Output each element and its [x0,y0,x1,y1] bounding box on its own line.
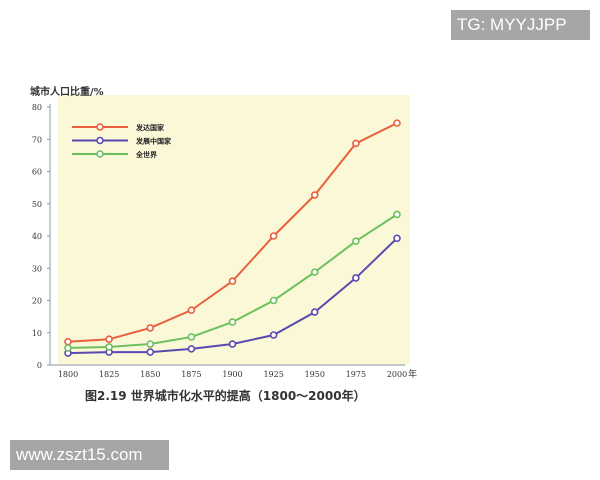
y-tick-label: 40 [32,232,42,241]
data-point [310,268,319,276]
data-point [393,119,401,127]
x-tick-label: 1825 [99,370,119,379]
data-point [146,340,155,348]
x-tick-label: 1900 [222,370,242,379]
data-point [269,232,278,240]
y-tick-label: 80 [32,103,42,112]
chart-caption: 图2.19 世界城市化水平的提高（1800～2000年） [85,388,366,403]
data-point [146,324,155,332]
data-point [187,345,196,353]
x-tick-label: 1800 [58,370,78,379]
data-point [393,234,401,243]
y-axis-label: 城市人口比重/% [30,85,104,98]
legend-label: 全世界 [135,150,158,159]
legend-marker [96,123,104,131]
data-point [64,344,72,352]
data-point [352,274,360,282]
data-point [310,191,319,199]
data-point [269,331,278,339]
legend-label: 发展中国家 [135,137,172,146]
x-tick-label: 1975 [346,370,366,379]
x-tick-label: 1850 [140,370,160,379]
y-tick-label: 10 [32,329,42,338]
y-tick-label: 0 [37,361,42,370]
y-tick-label: 70 [32,135,42,144]
watermark-bottom: www.zszt15.com [10,440,169,470]
data-point [352,237,360,245]
data-point [269,296,278,305]
x-tick-label: 1950 [305,370,325,379]
y-tick-label: 50 [32,200,42,209]
x-axis-unit: 年 [408,368,417,380]
x-tick-label: 2000 [387,370,407,379]
x-tick-label: 1875 [181,370,201,379]
data-point [105,343,113,351]
data-point [352,139,360,148]
data-point [187,333,196,341]
data-point [393,210,401,219]
legend-label: 发达国家 [135,123,165,132]
legend-marker [96,150,104,158]
data-point [64,337,72,346]
data-point [146,348,155,356]
watermark-top: TG: MYYJJPP [451,10,590,40]
y-tick-label: 60 [32,168,42,177]
data-point [310,308,319,316]
data-point [228,340,237,348]
data-point [228,277,237,285]
y-tick-label: 20 [32,297,42,306]
data-point [105,335,113,344]
x-tick-label: 1925 [263,370,283,379]
data-point [187,306,196,314]
legend-marker [96,136,104,145]
y-tick-label: 30 [32,264,42,273]
data-point [228,318,237,326]
